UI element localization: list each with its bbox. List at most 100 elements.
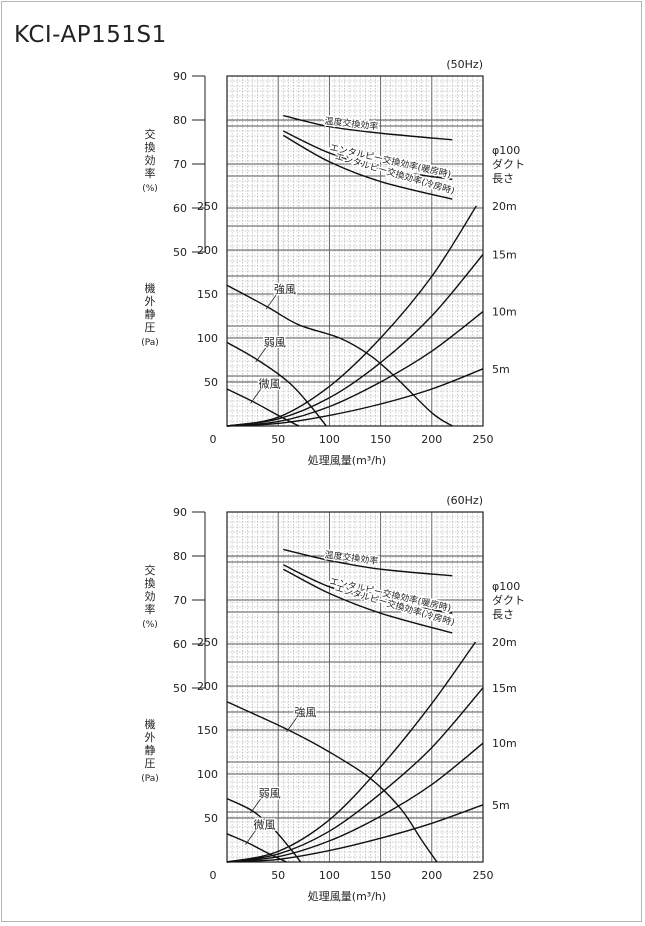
efficiency-tick-label: 80 — [173, 550, 187, 563]
efficiency-line — [282, 564, 453, 614]
x-tick-label: 100 — [319, 433, 340, 446]
fan-label-leader — [245, 830, 256, 845]
model-title: KCI-AP151S1 — [14, 22, 167, 48]
duct-length-label: 10m — [492, 737, 517, 750]
duct-length-label: 15m — [492, 682, 517, 695]
x-tick-label: 150 — [370, 433, 391, 446]
duct-axis-label: 長さ — [492, 172, 514, 185]
efficiency-tick-label: 80 — [173, 114, 187, 127]
fan-label-leader — [250, 389, 261, 404]
efficiency-axis-unit: (%) — [142, 620, 158, 630]
fan-speed-label: 弱風 — [264, 336, 286, 349]
x-tick-label: 250 — [473, 433, 494, 446]
x-tick-label: 50 — [271, 869, 285, 882]
duct-axis-label: ダクト — [492, 593, 525, 607]
duct-resistance-curve — [226, 205, 477, 427]
pressure-tick-label: 250 — [197, 636, 218, 649]
duct-resistance-curve — [226, 687, 484, 863]
efficiency-tick-label: 50 — [173, 682, 187, 695]
efficiency-axis-label: 効 — [145, 153, 156, 167]
x-tick-label: 100 — [319, 869, 340, 882]
duct-resistance-curve — [226, 804, 484, 863]
efficiency-line — [282, 130, 453, 181]
efficiency-axis-label: 換 — [145, 577, 156, 590]
x-axis-label: 処理風量(m³/h) — [308, 454, 386, 467]
fan-pressure-curve — [226, 797, 302, 863]
pressure-tick-label: 150 — [197, 724, 218, 737]
pressure-axis-label: 機 — [145, 717, 156, 731]
fan-pressure-curve — [226, 388, 300, 427]
duct-axis-label: φ100 — [492, 580, 520, 593]
efficiency-tick-label: 60 — [173, 638, 187, 651]
chart-grid — [226, 511, 484, 863]
duct-length-label: 20m — [492, 200, 517, 213]
fan-label-leader — [286, 717, 297, 733]
x-tick-label: 200 — [421, 433, 442, 446]
fan-pressure-curve — [226, 341, 327, 427]
efficiency-axis-label: 率 — [145, 602, 156, 616]
pressure-tick-label: 250 — [197, 200, 218, 213]
pressure-axis-label: 静 — [145, 743, 156, 757]
pressure-axis-label: 静 — [145, 307, 156, 321]
fan-pressure-curve — [226, 833, 287, 863]
pressure-tick-label: 100 — [197, 332, 218, 345]
efficiency-line — [283, 548, 453, 577]
x-tick-label: 150 — [370, 869, 391, 882]
fan-label-leader — [250, 798, 261, 814]
chart-50hz: (50Hz) 90 80 70 60 50 交換効率 (%) 250 200 150 100 50 機外静… — [141, 58, 525, 467]
x-tick-label: 200 — [421, 869, 442, 882]
pressure-axis-unit: (Pa) — [141, 774, 159, 784]
pressure-axis-label: 圧 — [145, 757, 156, 770]
efficiency-tick-label: 70 — [173, 158, 187, 171]
chart-title: (60Hz) — [446, 494, 483, 507]
duct-axis-label: φ100 — [492, 144, 520, 157]
efficiency-tick-label: 90 — [173, 506, 187, 519]
pressure-axis-label: 機 — [145, 281, 156, 295]
duct-axis-label: ダクト — [492, 157, 525, 171]
duct-resistance-curve — [226, 742, 484, 863]
chart-title: (50Hz) — [446, 58, 483, 71]
pressure-axis-unit: (Pa) — [141, 338, 159, 348]
fan-label-leader — [265, 294, 277, 310]
x-tick-label: 250 — [473, 869, 494, 882]
efficiency-axis-label: 効 — [145, 589, 156, 603]
duct-resistance-curve — [226, 311, 484, 427]
duct-length-label: 5m — [492, 799, 510, 812]
fan-speed-label: 微風 — [253, 818, 275, 832]
duct-length-label: 5m — [492, 363, 510, 376]
duct-resistance-curve — [226, 368, 484, 427]
pressure-tick-label: 200 — [197, 680, 218, 693]
efficiency-tick-label: 70 — [173, 594, 187, 607]
x-tick-label: 0 — [210, 433, 217, 446]
chart-grid — [226, 75, 484, 427]
x-tick-label: 50 — [271, 433, 285, 446]
efficiency-axis-label: 換 — [145, 141, 156, 154]
efficiency-axis-label: 交 — [145, 127, 156, 141]
fan-speed-label: 強風 — [294, 706, 316, 719]
pressure-tick-label: 100 — [197, 768, 218, 781]
plot-border — [226, 511, 484, 863]
efficiency-tick-label: 60 — [173, 202, 187, 215]
efficiency-tick-label: 50 — [173, 246, 187, 259]
pressure-axis-label: 外 — [145, 731, 156, 744]
pressure-tick-label: 50 — [204, 376, 218, 389]
efficiency-line — [283, 114, 453, 141]
plot-border — [226, 75, 484, 427]
duct-length-label: 10m — [492, 306, 517, 319]
duct-resistance-curve — [226, 641, 477, 863]
pressure-axis-label: 圧 — [145, 321, 156, 334]
fan-pressure-curve — [226, 284, 453, 427]
x-tick-label: 0 — [210, 869, 217, 882]
pressure-tick-label: 200 — [197, 244, 218, 257]
fan-label-leader — [255, 347, 267, 363]
x-axis-label: 処理風量(m³/h) — [308, 890, 386, 903]
efficiency-axis-label: 率 — [145, 166, 156, 180]
duct-length-label: 20m — [492, 636, 517, 649]
pressure-axis-label: 外 — [145, 295, 156, 308]
fan-speed-label: 強風 — [274, 283, 296, 296]
duct-length-label: 15m — [492, 248, 517, 261]
efficiency-axis-unit: (%) — [142, 184, 158, 194]
efficiency-line — [282, 568, 453, 634]
pressure-tick-label: 150 — [197, 288, 218, 301]
